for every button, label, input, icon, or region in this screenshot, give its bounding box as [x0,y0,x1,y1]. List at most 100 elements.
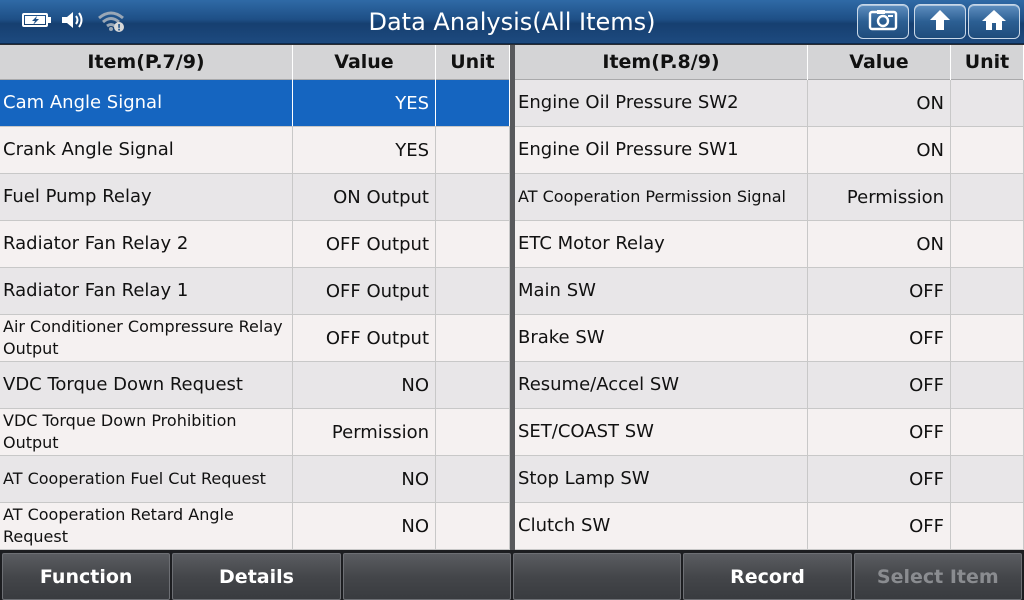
unit-cell [436,315,510,361]
value-cell: YES [293,127,436,173]
item-cell: VDC Torque Down Request [0,362,293,408]
value-cell: NO [293,362,436,408]
table-header: Item(P.7/9) Value Unit [0,45,510,80]
right-data-table: Item(P.8/9) Value Unit Engine Oil Pressu… [515,45,1024,550]
table-row[interactable]: ETC Motor Relay ON [515,221,1024,268]
value-cell: ON Output [293,174,436,220]
left-data-table: Item(P.7/9) Value Unit Cam Angle Signal … [0,45,510,550]
unit-cell [951,315,1024,361]
unit-column-header[interactable]: Unit [436,45,510,80]
table-row[interactable]: AT Cooperation Fuel Cut Request NO [0,456,510,503]
back-button[interactable] [914,4,966,39]
value-cell: Permission [808,174,951,220]
table-header: Item(P.8/9) Value Unit [515,45,1024,80]
table-row[interactable]: VDC Torque Down Request NO [0,362,510,409]
value-cell: NO [293,503,436,549]
table-row[interactable]: SET/COAST SW OFF [515,409,1024,456]
value-column-header[interactable]: Value [808,45,951,80]
item-cell: Stop Lamp SW [515,456,808,502]
unit-cell [951,268,1024,314]
volume-icon [60,9,88,35]
table-row[interactable]: Radiator Fan Relay 2 OFF Output [0,221,510,268]
screenshot-icon [868,9,898,35]
home-icon [980,8,1008,36]
value-cell: NO [293,456,436,502]
value-cell: OFF [808,268,951,314]
item-cell: Main SW [515,268,808,314]
table-row[interactable]: Engine Oil Pressure SW2 ON [515,80,1024,127]
unit-cell [436,221,510,267]
item-cell: Engine Oil Pressure SW1 [515,127,808,173]
table-row[interactable]: Fuel Pump Relay ON Output [0,174,510,221]
unit-cell [436,127,510,173]
select-item-button[interactable]: Select Item [853,553,1022,600]
table-row[interactable]: Crank Angle Signal YES [0,127,510,174]
value-cell: YES [293,80,436,126]
table-row[interactable]: Stop Lamp SW OFF [515,456,1024,503]
value-cell: ON [808,127,951,173]
unit-cell [436,362,510,408]
item-cell: Cam Angle Signal [0,80,293,126]
item-cell: AT Cooperation Retard Angle Request [0,503,293,549]
item-cell: VDC Torque Down Prohibition Output [0,409,293,455]
table-row[interactable]: AT Cooperation Retard Angle Request NO [0,503,510,550]
page-title: Data Analysis(All Items) [368,8,656,36]
table-row[interactable]: AT Cooperation Permission Signal Permiss… [515,174,1024,221]
unit-cell [951,127,1024,173]
table-row[interactable]: Brake SW OFF [515,315,1024,362]
value-cell: OFF [808,409,951,455]
item-cell: Engine Oil Pressure SW2 [515,80,808,126]
item-cell: Fuel Pump Relay [0,174,293,220]
unit-cell [951,362,1024,408]
item-cell: Brake SW [515,315,808,361]
function-button[interactable]: Function [2,553,171,600]
table-row[interactable]: Engine Oil Pressure SW1 ON [515,127,1024,174]
unit-cell [951,174,1024,220]
table-row[interactable]: VDC Torque Down Prohibition Output Permi… [0,409,510,456]
value-cell: OFF Output [293,221,436,267]
item-cell: ETC Motor Relay [515,221,808,267]
unit-cell [951,409,1024,455]
empty-button-1[interactable] [342,553,511,600]
item-column-header[interactable]: Item(P.8/9) [515,45,808,80]
unit-cell [951,456,1024,502]
battery-charging-icon [22,12,52,32]
item-cell: Radiator Fan Relay 1 [0,268,293,314]
wifi-icon: ! [96,8,126,36]
details-button[interactable]: Details [172,553,341,600]
value-cell: Permission [293,409,436,455]
unit-cell [436,268,510,314]
screenshot-button[interactable] [857,4,909,39]
unit-cell [951,503,1024,549]
table-row[interactable]: Main SW OFF [515,268,1024,315]
unit-cell [951,221,1024,267]
item-cell: Radiator Fan Relay 2 [0,221,293,267]
item-cell: SET/COAST SW [515,409,808,455]
table-row[interactable]: Resume/Accel SW OFF [515,362,1024,409]
table-row[interactable]: Air Conditioner Compressure Relay Output… [0,315,510,362]
table-row[interactable]: Radiator Fan Relay 1 OFF Output [0,268,510,315]
home-button[interactable] [968,4,1020,39]
value-cell: ON [808,221,951,267]
table-row[interactable]: Clutch SW OFF [515,503,1024,550]
status-icons: ! [22,8,126,36]
unit-cell [436,174,510,220]
empty-button-2[interactable] [512,553,682,600]
bottom-toolbar: Function Details Record Select Item [0,550,1024,600]
unit-column-header[interactable]: Unit [951,45,1024,80]
record-button[interactable]: Record [683,553,852,600]
value-cell: OFF [808,503,951,549]
item-cell: Crank Angle Signal [0,127,293,173]
item-column-header[interactable]: Item(P.7/9) [0,45,293,80]
value-column-header[interactable]: Value [293,45,436,80]
table-row[interactable]: Cam Angle Signal YES [0,80,510,127]
back-icon [926,8,954,36]
value-cell: OFF Output [293,268,436,314]
value-cell: ON [808,80,951,126]
unit-cell [436,80,510,126]
table-divider [510,45,515,550]
svg-text:!: ! [117,24,121,33]
item-cell: Air Conditioner Compressure Relay Output [0,315,293,361]
value-cell: OFF Output [293,315,436,361]
unit-cell [436,503,510,549]
